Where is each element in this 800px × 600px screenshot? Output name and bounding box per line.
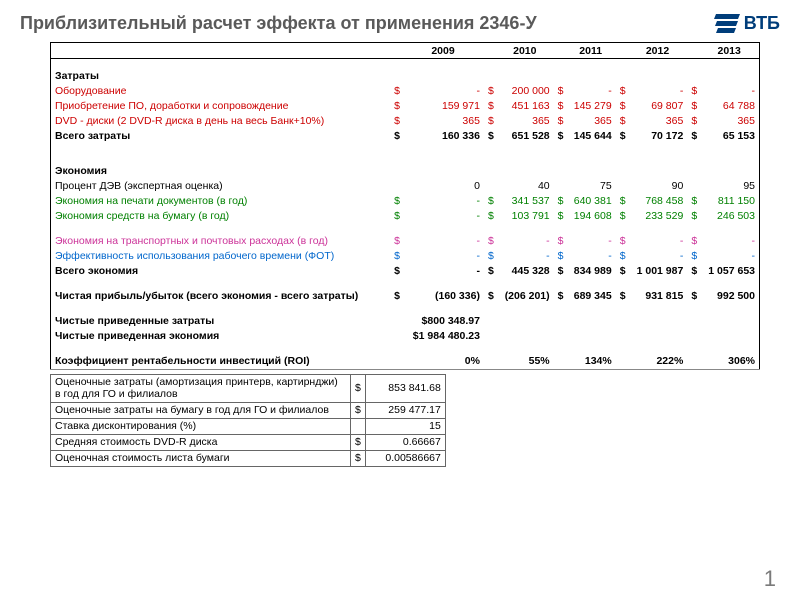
row-dvd: DVD - диски (2 DVD-R диска в день на вес… xyxy=(51,114,760,129)
row-npv-savings: Чистые приведенная экономия $1 984 480.2… xyxy=(51,329,760,344)
row-equipment: Оборудование $- $200 000 $- $- $- xyxy=(51,84,760,99)
row-transport: Экономия на транспортных и почтовых расх… xyxy=(51,234,760,249)
row-print-savings: Экономия на печати документов (в год) $-… xyxy=(51,194,760,209)
row-software: Приобретение ПО, доработки и сопровожден… xyxy=(51,99,760,114)
row-costs-total: Всего затраты $160 336 $651 528 $145 644… xyxy=(51,129,760,144)
calculation-table: 2009 2010 2011 2012 2013 Затраты Оборудо… xyxy=(50,42,760,370)
vtb-logo-text: ВТБ xyxy=(744,13,780,34)
page-number: 1 xyxy=(764,566,776,592)
assump-row-paper-cost: Оценочные затраты на бумагу в год для ГО… xyxy=(51,402,446,418)
row-paper-savings: Экономия средств на бумагу (в год) $- $1… xyxy=(51,209,760,224)
assump-row-amortization: Оценочные затраты (амортизация принтерв,… xyxy=(51,374,446,402)
assump-row-dvd-cost: Средняя стоимость DVD-R диска $ 0.66667 xyxy=(51,434,446,450)
costs-header: Затраты xyxy=(51,69,391,84)
page-title: Приблизительный расчет эффекта от примен… xyxy=(20,13,537,34)
row-savings-total: Всего экономия $- $445 328 $834 989 $1 0… xyxy=(51,264,760,279)
vtb-wing-icon xyxy=(714,12,740,34)
row-fot: Эффективность использования рабочего вре… xyxy=(51,249,760,264)
row-roi: Коэффициент рентабельности инвестиций (R… xyxy=(51,354,760,370)
assumptions-table: Оценочные затраты (амортизация принтерв,… xyxy=(50,374,446,467)
savings-header: Экономия xyxy=(51,164,391,179)
row-dev-pct: Процент ДЭВ (экспертная оценка) 0 40 75 … xyxy=(51,179,760,194)
assump-row-discount: Ставка дисконтирования (%) 15 xyxy=(51,418,446,434)
vtb-logo: ВТБ xyxy=(714,12,780,34)
row-net-profit: Чистая прибыль/убыток (всего экономия - … xyxy=(51,289,760,304)
assump-row-sheet-cost: Оценочная стоимость листа бумаги $ 0.005… xyxy=(51,450,446,466)
row-npv-costs: Чистые приведенные затраты $800 348.97 xyxy=(51,314,760,329)
